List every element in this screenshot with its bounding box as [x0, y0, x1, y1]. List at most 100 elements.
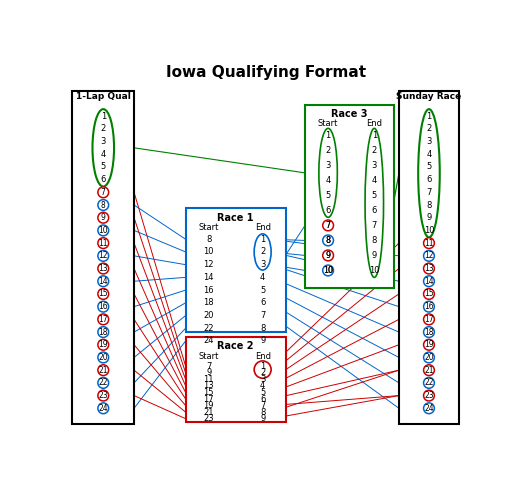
Text: 23: 23	[203, 414, 214, 423]
Circle shape	[98, 327, 109, 337]
Circle shape	[98, 352, 109, 363]
Circle shape	[424, 378, 434, 388]
Text: 8: 8	[260, 408, 265, 417]
Text: 23: 23	[98, 391, 108, 400]
Text: 4: 4	[260, 273, 265, 282]
Text: 3: 3	[372, 161, 377, 170]
Circle shape	[98, 301, 109, 312]
Text: 6: 6	[326, 206, 331, 215]
Text: 6: 6	[260, 298, 265, 307]
Ellipse shape	[319, 128, 337, 217]
Text: Start: Start	[199, 352, 219, 361]
Circle shape	[323, 220, 333, 231]
Circle shape	[424, 263, 434, 274]
Bar	[186, 337, 286, 422]
Bar	[72, 91, 134, 424]
Text: End: End	[255, 352, 270, 361]
Text: 5: 5	[260, 286, 265, 295]
Text: 9: 9	[206, 368, 211, 377]
Ellipse shape	[93, 109, 114, 187]
Text: Iowa Qualifying Format: Iowa Qualifying Format	[166, 65, 367, 80]
Text: 7: 7	[260, 401, 265, 410]
Circle shape	[424, 289, 434, 299]
Text: 14: 14	[203, 273, 214, 282]
Text: 20: 20	[424, 353, 434, 362]
Circle shape	[424, 352, 434, 363]
Text: 9: 9	[426, 213, 432, 222]
Text: 2: 2	[326, 146, 331, 155]
Circle shape	[98, 378, 109, 388]
Text: 5: 5	[101, 162, 106, 172]
Circle shape	[98, 276, 109, 287]
Text: 2: 2	[101, 124, 106, 133]
Circle shape	[323, 235, 333, 246]
Circle shape	[98, 263, 109, 274]
Text: 3: 3	[260, 375, 265, 384]
Circle shape	[98, 238, 109, 248]
Text: 11: 11	[98, 239, 108, 248]
Ellipse shape	[254, 234, 271, 270]
Circle shape	[98, 200, 109, 210]
Text: 22: 22	[203, 324, 214, 333]
Text: 2: 2	[372, 146, 377, 155]
Text: 19: 19	[203, 401, 214, 410]
Text: 8: 8	[426, 201, 432, 209]
Text: 8: 8	[101, 201, 106, 209]
Text: 1: 1	[260, 362, 265, 371]
Text: 10: 10	[203, 247, 214, 257]
Circle shape	[424, 339, 434, 350]
Text: 3: 3	[426, 137, 432, 146]
Circle shape	[98, 289, 109, 299]
Circle shape	[323, 265, 333, 276]
Text: Start: Start	[318, 119, 339, 128]
Text: 8: 8	[326, 236, 331, 245]
Circle shape	[424, 365, 434, 376]
Text: 1: 1	[426, 112, 432, 121]
Text: 1: 1	[372, 131, 377, 140]
Text: Race 2: Race 2	[217, 341, 254, 351]
Circle shape	[424, 314, 434, 325]
Text: 1: 1	[326, 131, 331, 140]
Text: 7: 7	[426, 188, 432, 197]
Bar	[399, 91, 459, 424]
Text: 13: 13	[424, 264, 434, 273]
Ellipse shape	[418, 109, 440, 237]
Text: 12: 12	[98, 251, 108, 260]
Text: 13: 13	[203, 382, 214, 390]
Circle shape	[98, 187, 109, 198]
Text: End: End	[255, 223, 270, 232]
Text: Race 3: Race 3	[331, 109, 368, 119]
Text: 7: 7	[260, 311, 265, 320]
Text: 3: 3	[326, 161, 331, 170]
Circle shape	[98, 212, 109, 223]
Circle shape	[424, 403, 434, 414]
Text: 7: 7	[101, 188, 106, 197]
Circle shape	[424, 390, 434, 401]
Text: 15: 15	[203, 388, 214, 397]
Circle shape	[424, 276, 434, 287]
Text: Start: Start	[199, 223, 219, 232]
Text: 19: 19	[98, 340, 108, 349]
Text: 10: 10	[323, 266, 333, 275]
Text: 8: 8	[206, 235, 212, 244]
Text: 7: 7	[326, 221, 331, 230]
Text: 19: 19	[424, 340, 434, 349]
Text: 24: 24	[424, 404, 434, 413]
Text: 16: 16	[424, 302, 434, 311]
Text: 5: 5	[372, 191, 377, 200]
Text: 9: 9	[326, 251, 331, 260]
Text: 4: 4	[260, 382, 265, 390]
Text: 14: 14	[98, 277, 108, 286]
Text: 9: 9	[372, 251, 377, 260]
Text: 4: 4	[426, 150, 432, 159]
Text: 11: 11	[424, 239, 434, 248]
Text: 11: 11	[203, 375, 214, 384]
Bar	[305, 104, 394, 288]
Text: 1: 1	[260, 235, 265, 244]
Text: 24: 24	[98, 404, 108, 413]
Text: 20: 20	[98, 353, 108, 362]
Text: 20: 20	[203, 311, 214, 320]
Text: 7: 7	[372, 221, 377, 230]
Text: 21: 21	[424, 365, 434, 375]
Circle shape	[98, 339, 109, 350]
